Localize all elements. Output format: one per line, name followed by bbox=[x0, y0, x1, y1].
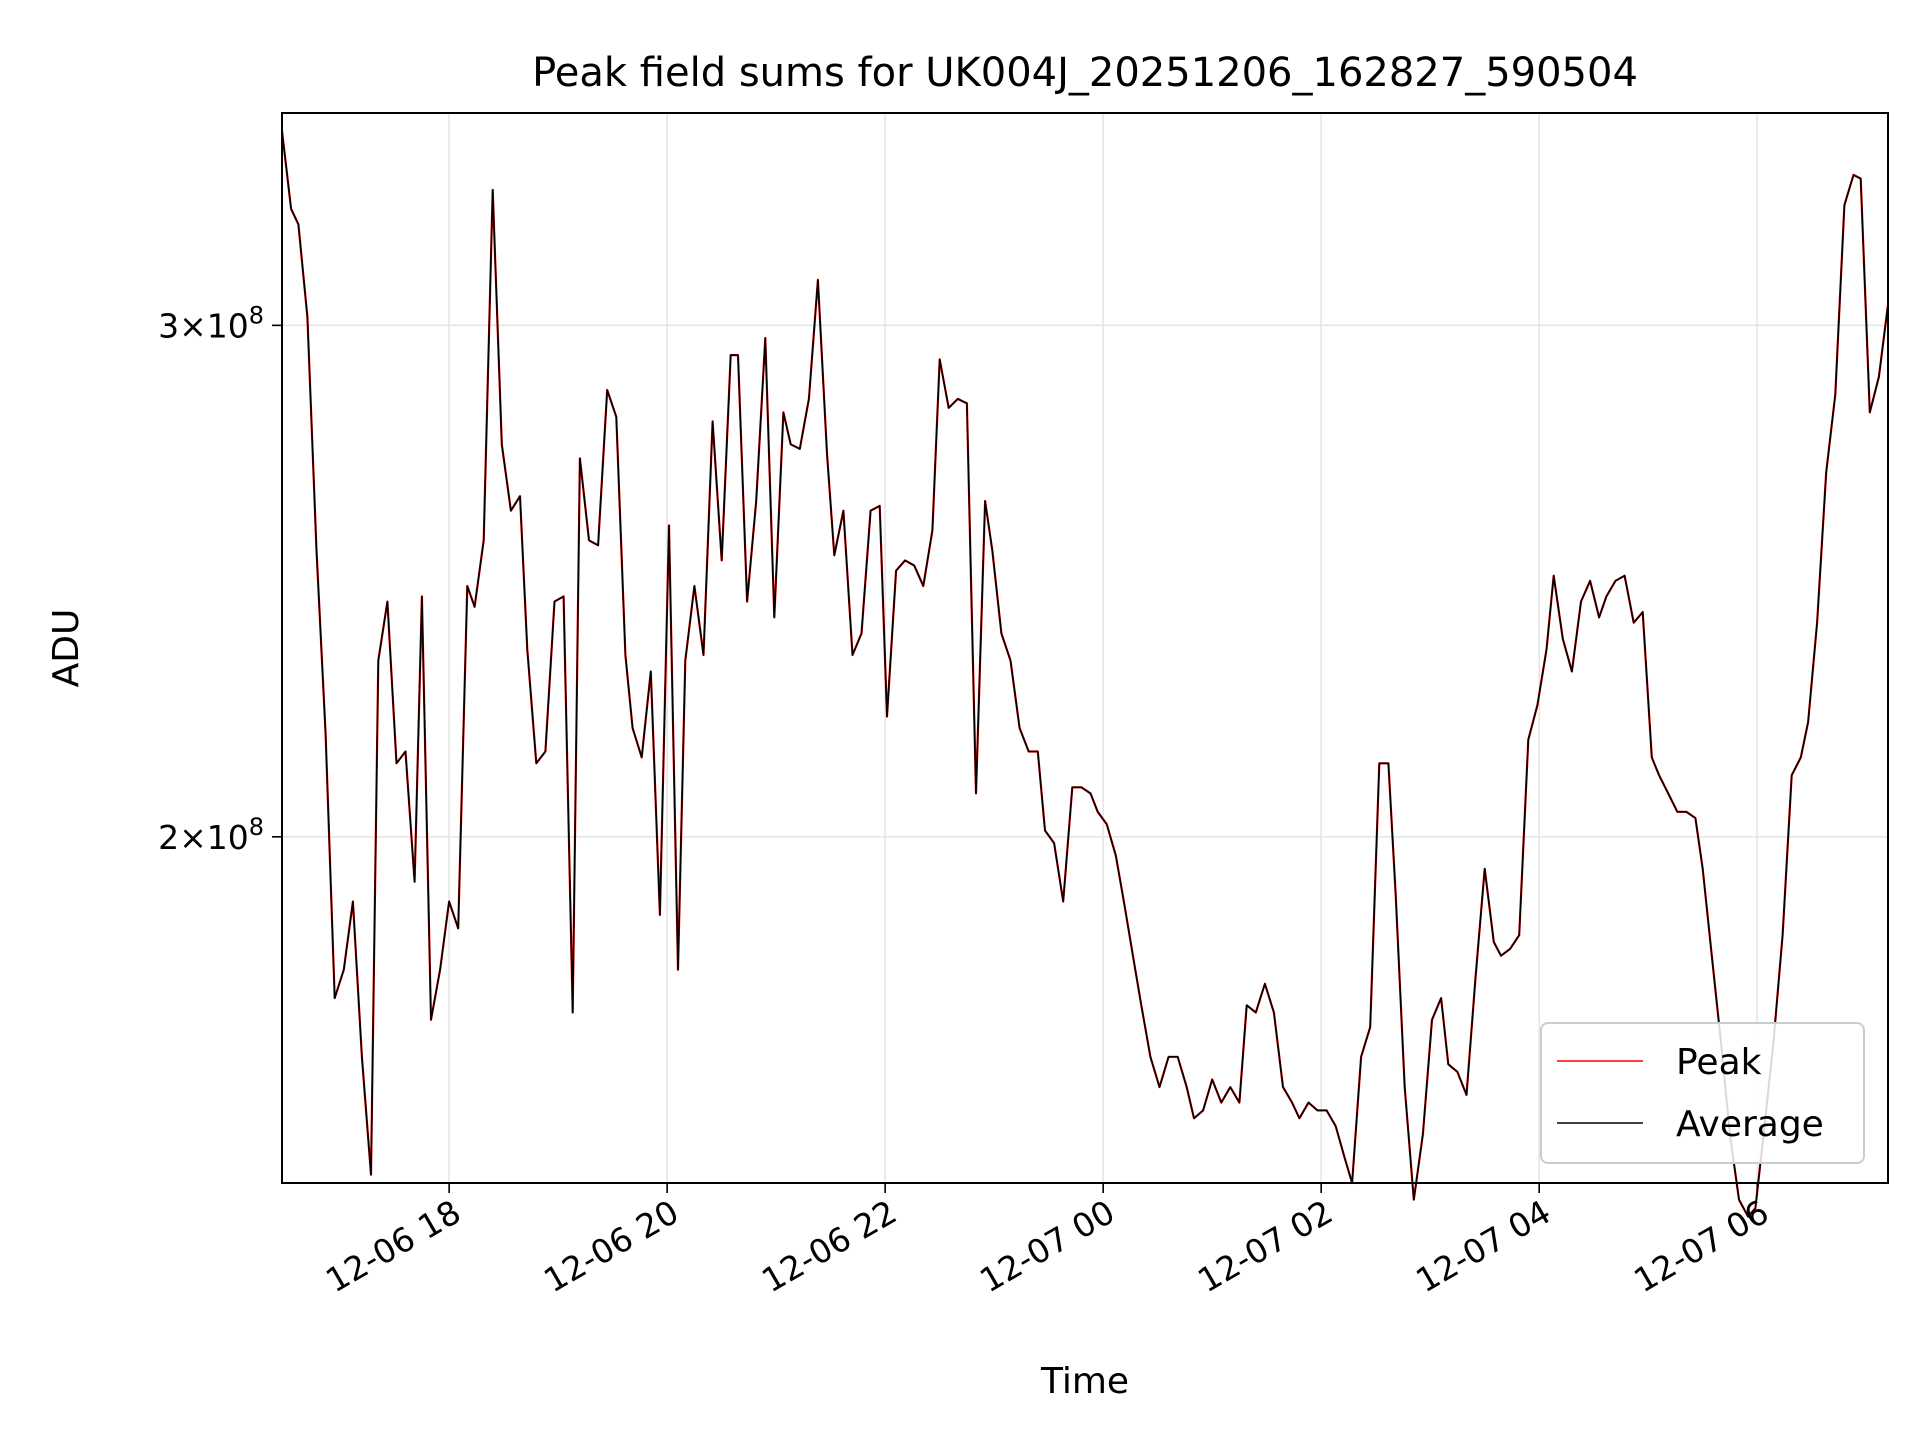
plot-frame bbox=[281, 112, 1889, 1184]
y-axis: 3×108 2×108 bbox=[158, 301, 282, 857]
series-line-average bbox=[281, 130, 1889, 1218]
y-axis-label: ADU bbox=[46, 609, 87, 688]
legend-label-average: Average bbox=[1676, 1104, 1824, 1145]
y-tick-mantissa: 2 bbox=[158, 818, 179, 857]
grid bbox=[282, 113, 1888, 1183]
x-axis-label: Time bbox=[1040, 1361, 1129, 1402]
y-tick-label: 2×108 bbox=[158, 813, 264, 857]
legend-label-peak: Peak bbox=[1676, 1042, 1762, 1083]
y-tick-exponent: 8 bbox=[249, 301, 264, 329]
legend-box bbox=[1540, 1022, 1865, 1164]
chart-title: Peak field sums for UK004J_20251206_1628… bbox=[532, 50, 1638, 96]
y-tick-mantissa: 3 bbox=[158, 306, 179, 345]
y-tick-label: 3×108 bbox=[158, 301, 264, 345]
series-layer bbox=[280, 130, 1890, 1218]
legend: Peak Average bbox=[1540, 1022, 1865, 1164]
y-tick-exponent: 8 bbox=[249, 813, 264, 841]
